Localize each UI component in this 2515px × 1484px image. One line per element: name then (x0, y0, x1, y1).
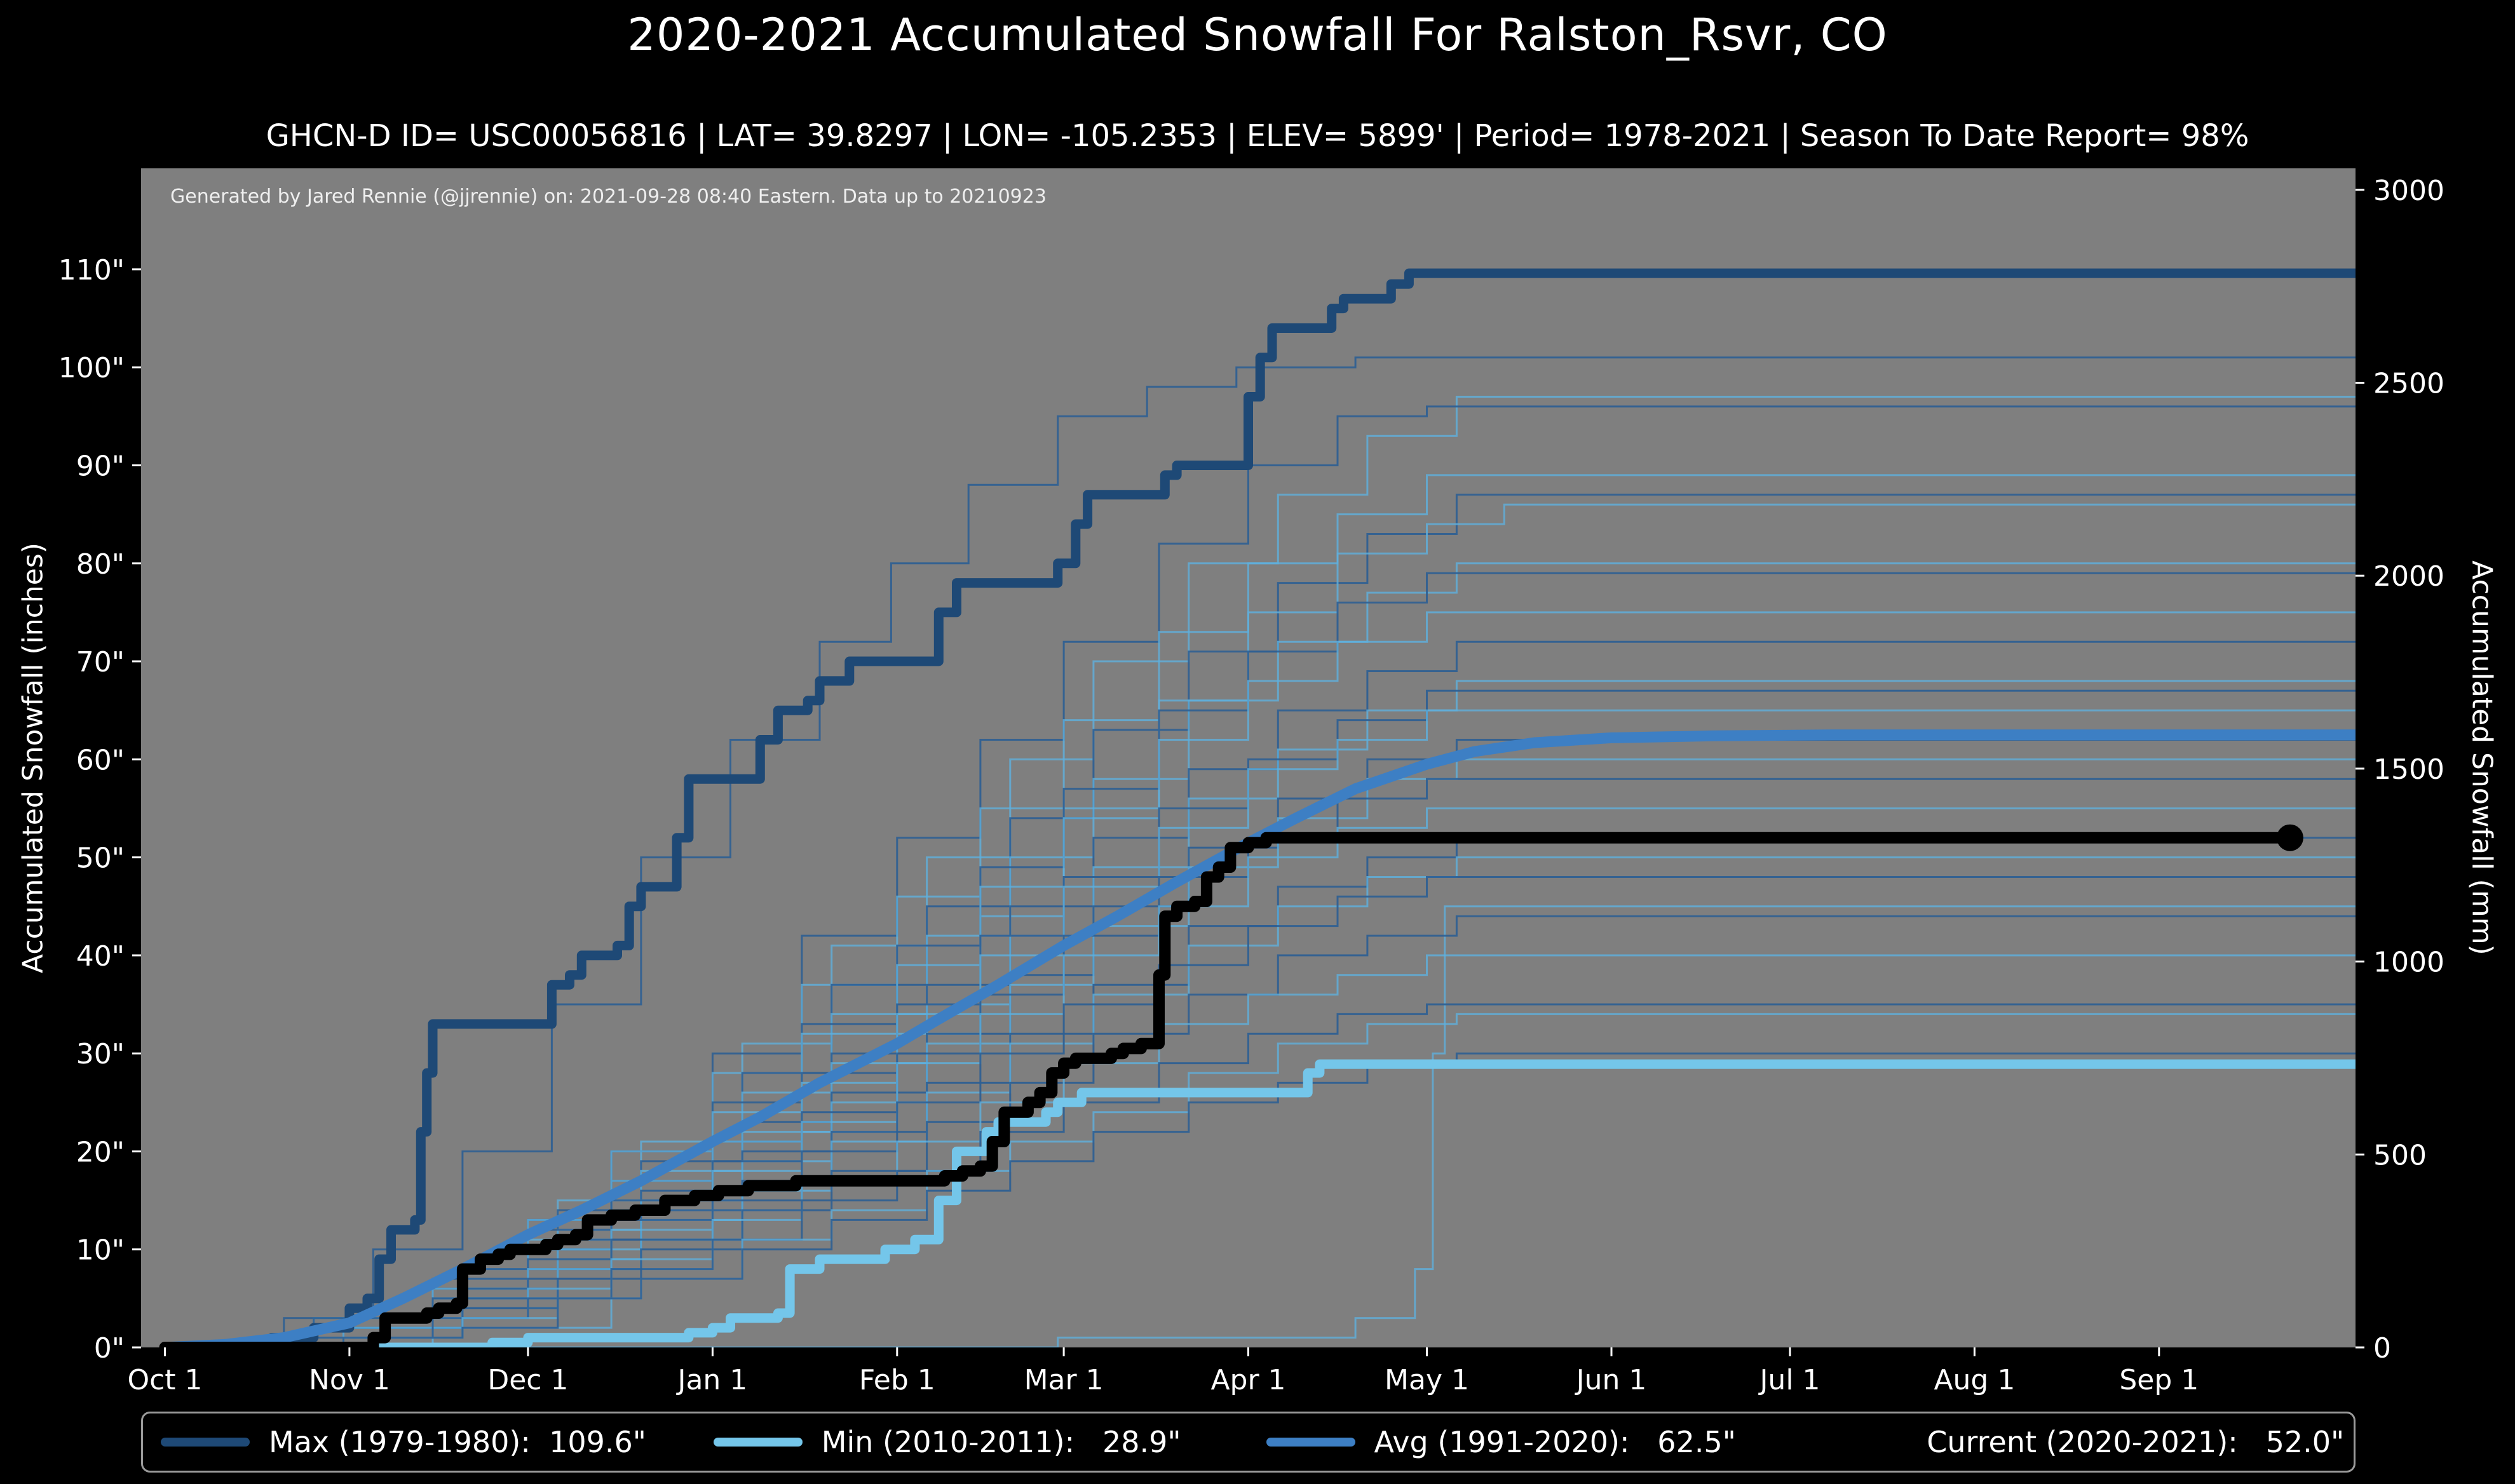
y-left-tick-label: 110" (58, 254, 125, 287)
legend-item-current: Current (2020-2021): 52.0" (1801, 1425, 2354, 1459)
x-tick-label: Mar 1 (1024, 1364, 1104, 1396)
y-right-tick-label: 2000 (2373, 560, 2444, 593)
legend: Max (1979-1980): 109.6" Min (2010-2011):… (141, 1412, 2356, 1473)
x-tick-label: Sep 1 (2119, 1364, 2199, 1396)
x-tick-label: Jul 1 (1758, 1364, 1820, 1396)
background-season-line (165, 915, 2356, 1347)
plot-background (141, 168, 2356, 1347)
legend-label-min: Min (2010-2011): 28.9" (821, 1425, 1181, 1459)
legend-item-min: Min (2010-2011): 28.9" (696, 1425, 1249, 1459)
x-tick-label: Dec 1 (487, 1364, 568, 1396)
legend-item-max: Max (1979-1980): 109.6" (143, 1425, 696, 1459)
legend-label-current: Current (2020-2021): 52.0" (1927, 1425, 2345, 1459)
station-metadata-subtitle: GHCN-D ID= USC00056816 | LAT= 39.8297 | … (266, 118, 2249, 154)
y-right-tick-label: 500 (2373, 1139, 2427, 1171)
y-right-tick-label: 0 (2373, 1332, 2391, 1365)
current-season-line (159, 832, 2296, 1347)
y-left-tick-label: 60" (76, 744, 125, 776)
background-season-line (165, 905, 2356, 1347)
legend-label-avg: Avg (1991-2020): 62.5" (1374, 1425, 1736, 1459)
x-tick-label: Jan 1 (675, 1364, 747, 1396)
x-tick-label: May 1 (1385, 1364, 1469, 1396)
y-left-tick-label: 100" (58, 352, 125, 384)
y-left-tick-label: 0" (94, 1332, 125, 1365)
y-left-tick-label: 40" (76, 940, 125, 973)
y-right-tick-label: 2500 (2373, 368, 2444, 400)
y-left-tick-label: 90" (76, 450, 125, 483)
legend-label-max: Max (1979-1980): 109.6" (269, 1425, 646, 1459)
x-tick-label: Oct 1 (127, 1364, 202, 1396)
current-end-dot (2276, 824, 2303, 851)
y-left-tick-label: 30" (76, 1038, 125, 1070)
y-axis-label-inches: Accumulated Snowfall (inches) (17, 543, 50, 973)
x-tick-label: Aug 1 (1934, 1364, 2015, 1396)
min-line-swatch-icon (713, 1438, 803, 1447)
y-axis-label-mm: Accumulated Snowfall (mm) (2465, 560, 2498, 955)
x-tick-label: Jun 1 (1575, 1364, 1647, 1396)
y-right-tick-label: 1500 (2373, 753, 2444, 786)
x-tick-label: Feb 1 (859, 1364, 935, 1396)
y-left-tick-label: 10" (76, 1234, 125, 1267)
max-line-swatch-icon (161, 1438, 250, 1447)
y-right-tick-label: 1000 (2373, 947, 2444, 979)
page-title: 2020-2021 Accumulated Snowfall For Ralst… (627, 9, 1888, 61)
y-left-tick-label: 70" (76, 646, 125, 678)
x-tick-label: Apr 1 (1210, 1364, 1285, 1396)
y-left-tick-label: 20" (76, 1136, 125, 1168)
legend-item-avg: Avg (1991-2020): 62.5" (1249, 1425, 1801, 1459)
current-line-swatch-icon (1819, 1438, 1908, 1447)
avg-line (159, 729, 2356, 1347)
x-tick-label: Nov 1 (309, 1364, 390, 1396)
background-season-line (165, 1052, 2356, 1347)
generated-by-annotation: Generated by Jared Rennie (@jjrennie) on… (170, 186, 1047, 208)
max-season-line (160, 268, 2356, 1347)
min-season-line (160, 1059, 2356, 1347)
y-left-tick-label: 50" (76, 842, 125, 875)
avg-line-swatch-icon (1266, 1438, 1355, 1447)
y-right-tick-label: 3000 (2373, 175, 2444, 207)
y-left-tick-label: 80" (76, 548, 125, 581)
